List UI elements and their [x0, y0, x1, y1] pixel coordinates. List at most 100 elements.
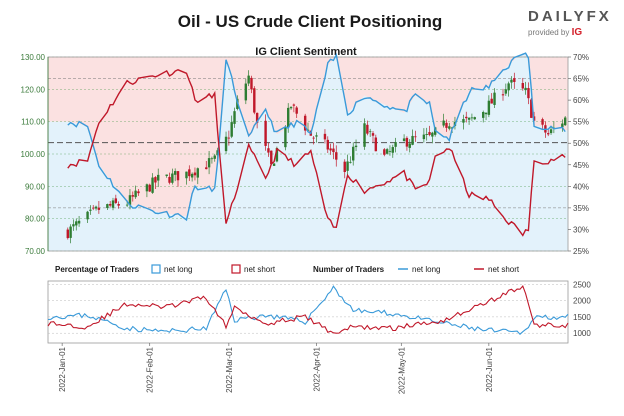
candle-body [448, 126, 451, 129]
candle-body [196, 168, 199, 178]
date-tick-label: 2022-Mar-01 [225, 346, 234, 392]
candle-body [482, 112, 485, 118]
pct-tick-label: 45% [573, 161, 589, 170]
candle-body [148, 184, 151, 192]
price-tick-label: 100.00 [21, 150, 46, 159]
candle-body [462, 119, 465, 123]
candle-body [368, 131, 372, 133]
candle-body [292, 104, 296, 106]
candle-body [137, 191, 140, 194]
candle-body [524, 87, 527, 91]
candle-body [323, 133, 327, 140]
candle-body [563, 117, 567, 126]
candle-body [272, 163, 276, 166]
candle-body [315, 135, 318, 137]
date-tick-label: 2022-Feb-01 [146, 346, 155, 392]
candle-body [521, 83, 524, 89]
count-tick-label: 2500 [573, 280, 591, 289]
candle-body [287, 107, 290, 128]
candle-body [411, 135, 414, 145]
lower-panel-frame [47, 280, 569, 344]
candle-body [504, 89, 508, 94]
candle-body [171, 173, 174, 183]
candle-body [414, 136, 417, 138]
candle-body [425, 134, 428, 135]
candle-body [422, 134, 426, 140]
candle-body [168, 176, 171, 183]
candle-body [371, 133, 375, 136]
candle-body [131, 195, 134, 197]
candle-body [210, 158, 214, 160]
candle-body [385, 149, 389, 154]
lower-panel: 1000 1500 2000 2500 2022-Jan-01 2022-Feb-01 20… [47, 280, 591, 394]
candle-body [388, 150, 392, 152]
candle-body [349, 161, 352, 163]
pct-tick-label: 55% [573, 118, 589, 127]
candle-body [255, 112, 259, 123]
legend-number-title: Number of Traders [313, 265, 385, 274]
candle-body [72, 224, 75, 227]
date-tick-label: 2022-May-01 [397, 346, 406, 394]
candle-body [193, 172, 197, 176]
candle-body [77, 220, 81, 224]
candle-body [513, 78, 516, 82]
candle-body [247, 75, 250, 84]
pct-tick-label: 70% [573, 53, 589, 62]
candle-body [383, 149, 386, 155]
candle-body [75, 221, 78, 226]
candle-body [541, 119, 544, 125]
price-tick-label: 110.00 [21, 118, 45, 127]
ig-logo: IG [571, 27, 583, 38]
count-tick-label: 1000 [573, 329, 591, 338]
candle-body [154, 177, 157, 183]
candle-body [244, 83, 248, 101]
candle-body [213, 155, 216, 159]
brand-provided-by: provided by IG [528, 27, 618, 38]
price-tick-label: 90.00 [25, 182, 46, 191]
price-tick-label: 70.00 [25, 247, 46, 256]
candle-body [561, 123, 564, 128]
pct-tick-label: 35% [573, 204, 589, 213]
legend-num-short-label: net short [488, 265, 520, 274]
candle-body [233, 111, 236, 124]
candle-body [230, 122, 233, 137]
candle-body [547, 133, 550, 135]
candle-body [391, 147, 394, 153]
candle-body [224, 136, 228, 152]
legend-pct-short-label: net short [244, 265, 276, 274]
candle-body [92, 207, 95, 209]
candle-body [267, 148, 270, 153]
candle-body [114, 198, 118, 203]
candle-body [527, 88, 530, 99]
candle-body [394, 142, 397, 147]
candle-body [487, 100, 491, 115]
candle-body [332, 148, 335, 153]
price-tick-label: 120.00 [21, 85, 46, 94]
candle-body [405, 137, 409, 147]
legend-short-box-icon [231, 264, 241, 274]
price-tick-label: 130.00 [21, 53, 46, 62]
main-panel: 70.00 80.00 90.00 100.00 110.00 120.00 130.00 2… [21, 52, 589, 256]
candle-body [207, 158, 211, 168]
brand-name: DAILYFX [528, 8, 612, 25]
date-tick-label: 2022-Apr-01 [312, 346, 321, 391]
candle-body [352, 146, 355, 161]
candle-body [346, 161, 349, 171]
legend: Percentage of Traders net long net short… [55, 264, 520, 274]
candle-body [97, 207, 101, 210]
chart-title: Oil - US Crude Client Positioning [178, 12, 442, 31]
candle-body [343, 161, 346, 172]
candle-body [530, 99, 533, 118]
candle-body [66, 229, 69, 239]
candle-body [117, 204, 120, 206]
candle-body [264, 120, 267, 146]
candle-body [151, 177, 154, 193]
long-sentiment-area [48, 52, 568, 252]
candle-body [306, 129, 310, 131]
candle-body [190, 173, 194, 178]
candle-body [490, 98, 493, 104]
candle-body [501, 94, 505, 96]
net-short-pct-line [67, 69, 566, 237]
candle-body [354, 145, 358, 148]
